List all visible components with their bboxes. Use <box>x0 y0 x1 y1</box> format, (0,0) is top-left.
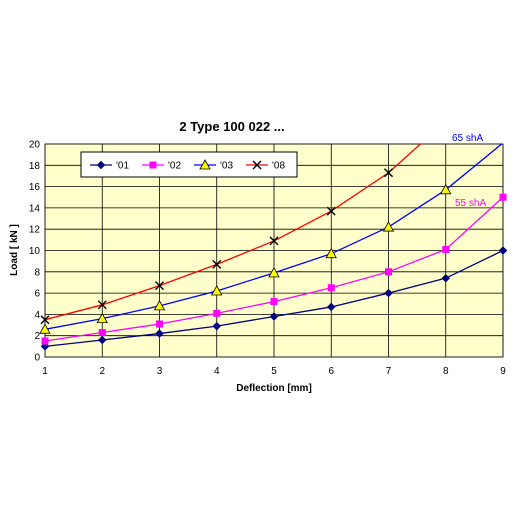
data-point <box>499 193 507 201</box>
data-point <box>97 335 107 345</box>
legend-box <box>80 151 298 178</box>
x-tick-label: 7 <box>386 366 392 377</box>
legend-item: '08 <box>246 161 285 172</box>
x-tick-label: 1 <box>42 366 48 377</box>
legend-label: '03 <box>220 161 233 172</box>
y-axis-ticks: 0 2 4 6 8 10 12 14 16 18 20 <box>29 140 41 364</box>
y-tick-label: 18 <box>29 161 41 172</box>
series-layer <box>39 144 508 351</box>
x-tick-label: 6 <box>328 366 334 377</box>
data-point <box>442 245 450 253</box>
y-tick-label: 4 <box>34 310 40 321</box>
legend-label: '02 <box>168 161 181 172</box>
y-tick-label: 12 <box>29 225 41 236</box>
data-point <box>441 273 451 283</box>
data-point <box>498 246 508 255</box>
data-point <box>270 298 278 306</box>
series-4 <box>40 144 422 325</box>
legend-marker <box>96 160 106 170</box>
y-tick-label: 2 <box>34 331 40 342</box>
legend-label: '01 <box>116 161 129 172</box>
legend: '01 '02 '03 '08 <box>80 151 298 178</box>
chart-title: 2 Type 100 022 ... <box>179 119 284 134</box>
series-line <box>45 144 422 321</box>
data-point <box>384 288 393 298</box>
y-axis-title: Load [ kN ] <box>9 224 20 276</box>
data-point <box>212 259 222 269</box>
data-point <box>440 183 452 195</box>
legend-item: '02 <box>142 161 181 172</box>
legend-item: '01 <box>90 161 129 172</box>
data-point <box>385 268 392 276</box>
data-point <box>269 312 279 321</box>
y-tick-label: 6 <box>34 289 40 300</box>
x-tick-label: 9 <box>500 366 506 377</box>
y-tick-label: 16 <box>29 182 41 193</box>
data-point <box>326 302 336 312</box>
data-point <box>153 300 166 311</box>
data-point <box>97 300 107 310</box>
data-point <box>382 221 395 232</box>
x-tick-label: 3 <box>157 366 163 377</box>
data-point <box>40 315 50 325</box>
legend-item: '03 <box>194 159 233 172</box>
data-point <box>269 236 279 246</box>
y-tick-label: 0 <box>34 353 40 364</box>
data-point <box>98 329 106 337</box>
data-point <box>41 337 49 345</box>
y-tick-label: 10 <box>29 246 41 257</box>
data-point <box>327 284 335 292</box>
x-axis-ticks: 1 2 3 4 5 6 7 8 9 <box>42 366 506 377</box>
data-point <box>384 168 393 178</box>
data-point <box>268 267 280 278</box>
x-axis-title: Deflection [mm] <box>236 383 312 394</box>
legend-label: '08 <box>272 161 285 172</box>
x-tick-label: 2 <box>99 366 105 377</box>
data-point <box>96 312 108 324</box>
y-tick-label: 8 <box>34 267 40 278</box>
series-2 <box>41 193 507 345</box>
data-point <box>325 247 337 259</box>
annotation-65-sha: 65 shA <box>452 133 483 144</box>
data-point <box>39 323 51 334</box>
legend-marker <box>199 159 211 170</box>
x-tick-label: 5 <box>271 366 277 377</box>
series-3 <box>39 144 503 334</box>
legend-marker <box>149 161 157 169</box>
data-point <box>326 206 336 216</box>
data-point <box>211 285 223 296</box>
x-tick-label: 4 <box>214 366 220 377</box>
x-tick-label: 8 <box>443 366 449 377</box>
y-tick-label: 20 <box>29 140 41 151</box>
data-point <box>155 281 164 291</box>
data-point <box>212 321 222 331</box>
legend-marker <box>252 160 262 170</box>
data-point <box>213 309 221 317</box>
annotation-55-sha: 55 shA <box>455 198 486 209</box>
data-point <box>156 320 163 328</box>
y-tick-label: 14 <box>29 203 41 214</box>
data-point <box>155 329 164 338</box>
